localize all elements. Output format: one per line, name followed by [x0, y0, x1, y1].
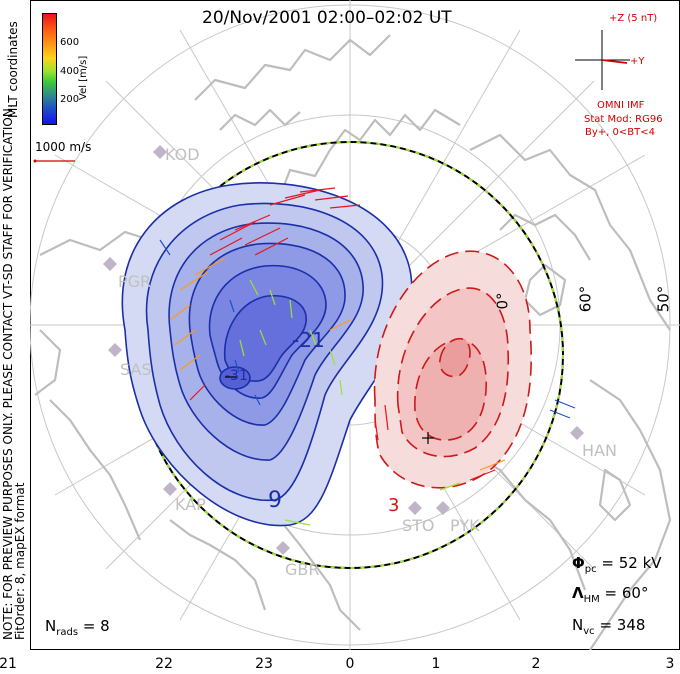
phi-subscript: pc	[584, 564, 597, 575]
nrads-value: = 8	[82, 617, 110, 635]
latitude-label: 0°	[493, 292, 512, 310]
positive-potential-cell	[373, 250, 533, 489]
mlt-tick-label: 2	[531, 656, 541, 672]
radar-site-markers	[103, 145, 584, 555]
radar-site-label: HAN	[582, 441, 617, 460]
imf-y-label: +Y	[630, 56, 645, 67]
radar-count: Nrads = 8	[45, 617, 110, 638]
colorbar-tick: 400	[60, 66, 80, 77]
nrads-symbol: N	[45, 617, 57, 635]
imf-source: OMNI IMF	[597, 100, 645, 111]
hm-latitude: ΛHM = 60°	[572, 584, 648, 605]
hm-boundary-dashes	[136, 141, 564, 569]
velocity-vectors	[159, 187, 576, 526]
mlt-tick-label: 1	[431, 656, 441, 672]
contour-label: 3	[388, 495, 400, 516]
radar-site-label: PGR	[118, 272, 152, 291]
fit-order-note: FitOrder: 8, mapEX format	[13, 482, 27, 640]
colorbar-tick: 200	[60, 94, 80, 105]
mlt-tick-label: 0	[345, 656, 355, 672]
negative-potential-cell	[121, 182, 413, 527]
velocity-colorbar	[42, 13, 57, 125]
radar-site-label: STO	[402, 516, 435, 535]
lambda-symbol: Λ	[572, 584, 584, 602]
nvc-symbol: N	[572, 616, 584, 634]
mlt-tick-label: 3	[665, 656, 675, 672]
nvc-subscript: vc	[583, 626, 595, 637]
radar-site-label: KOD	[165, 145, 200, 164]
colorbar-tick: 600	[60, 37, 80, 48]
latitude-label: 60°	[576, 285, 595, 313]
radar-site-label: GBR	[285, 560, 320, 579]
mlt-tick-label: 21	[0, 656, 17, 672]
contour-label: 9	[268, 488, 282, 513]
imf-clock	[575, 30, 630, 90]
phi-value: = 52 kV	[601, 554, 662, 572]
lambda-subscript: HM	[583, 594, 600, 605]
mlt-tick-label: 22	[155, 656, 173, 672]
latitude-label: 50°	[654, 285, 673, 313]
radar-site-label: KAP	[175, 495, 206, 514]
map-title: 20/Nov/2001 02:00–02:02 UT	[202, 8, 452, 28]
imf-z-label: +Z (5 nT)	[609, 13, 658, 24]
colorbar-label: Vel [m/s]	[78, 55, 89, 100]
vector-count: Nvc = 348	[572, 616, 645, 637]
stat-model: Stat Mod: RG96	[584, 114, 663, 125]
phi-symbol: Φ	[572, 554, 585, 572]
potential-extrema	[225, 376, 434, 444]
nvc-value: = 348	[599, 616, 646, 634]
cross-polar-cap-potential: Φpc = 52 kV	[572, 554, 662, 575]
imf-condition: By+, 0<BT<4	[585, 127, 655, 138]
contour-label: -31	[225, 368, 248, 384]
lambda-value: = 60°	[604, 584, 649, 602]
scale-vector-label: 1000 m/s	[35, 140, 92, 154]
radar-site-label: PYK	[450, 516, 480, 535]
mlt-tick-label: 23	[255, 656, 273, 672]
nrads-subscript: rads	[56, 627, 79, 638]
convection-map	[30, 0, 680, 650]
radar-site-label: SAS	[120, 360, 152, 379]
contour-label: -21	[292, 328, 325, 352]
